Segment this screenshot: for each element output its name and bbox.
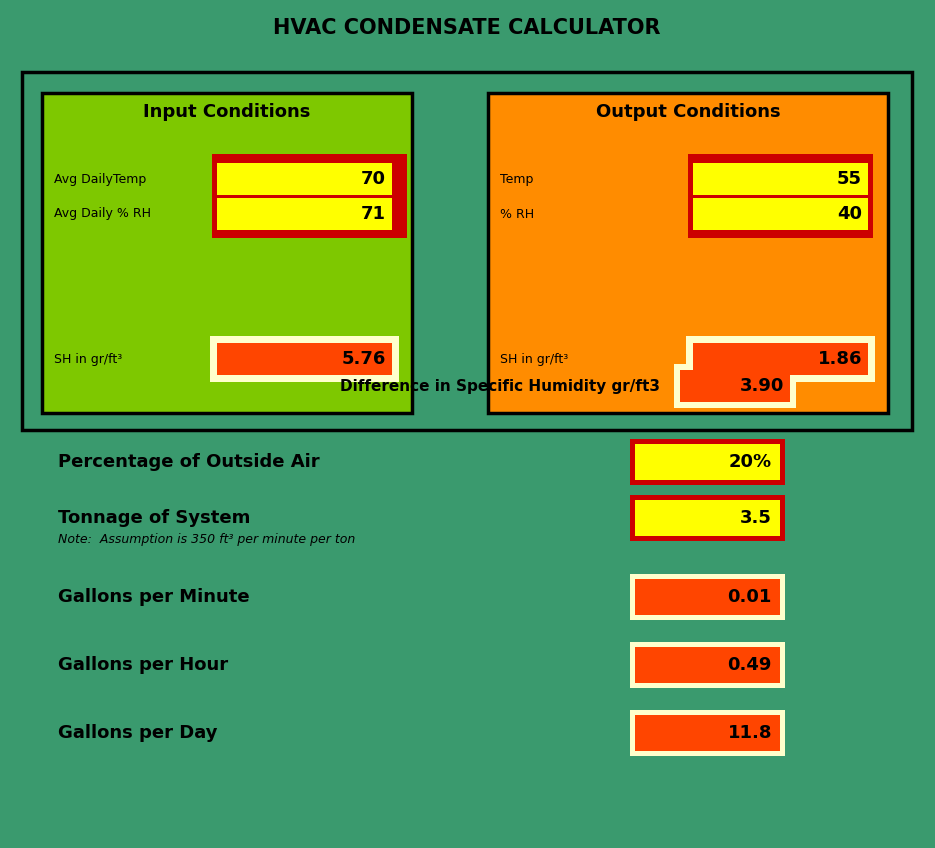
Text: 3.90: 3.90 (740, 377, 784, 395)
Text: Note:  Assumption is 350 ft³ per minute per ton: Note: Assumption is 350 ft³ per minute p… (58, 533, 355, 546)
Text: Avg Daily % RH: Avg Daily % RH (54, 208, 151, 220)
Bar (217, 163, 392, 195)
Bar (693, 343, 868, 375)
Text: % RH: % RH (500, 208, 534, 220)
Text: HVAC CONDENSATE CALCULATOR: HVAC CONDENSATE CALCULATOR (273, 18, 661, 38)
Bar (630, 439, 785, 485)
Text: 55: 55 (837, 170, 862, 188)
Bar (635, 647, 780, 683)
Text: Percentage of Outside Air: Percentage of Outside Air (58, 453, 320, 471)
Bar (635, 500, 780, 536)
Text: 20%: 20% (729, 453, 772, 471)
Bar (674, 364, 796, 408)
Bar (630, 642, 785, 688)
Bar (22, 72, 912, 430)
Text: Input Conditions: Input Conditions (143, 103, 310, 121)
Text: 5.76: 5.76 (341, 350, 386, 368)
Bar (630, 495, 785, 541)
Bar (217, 198, 392, 230)
Text: 1.86: 1.86 (817, 350, 862, 368)
Bar (630, 710, 785, 756)
Bar (217, 343, 392, 375)
Text: 40: 40 (837, 205, 862, 223)
Text: Temp: Temp (500, 172, 533, 186)
Bar (693, 198, 868, 230)
Text: 0.01: 0.01 (727, 588, 772, 606)
Text: Gallons per Minute: Gallons per Minute (58, 588, 250, 606)
Bar (488, 93, 888, 413)
Bar (42, 93, 412, 413)
Text: SH in gr/ft³: SH in gr/ft³ (500, 353, 568, 365)
Text: Gallons per Day: Gallons per Day (58, 724, 218, 742)
Text: Gallons per Hour: Gallons per Hour (58, 656, 228, 674)
Text: Difference in Specific Humidity gr/ft3: Difference in Specific Humidity gr/ft3 (340, 378, 660, 393)
Bar (210, 336, 399, 382)
Text: 11.8: 11.8 (727, 724, 772, 742)
Text: SH in gr/ft³: SH in gr/ft³ (54, 353, 122, 365)
Bar (688, 154, 873, 238)
Text: 3.5: 3.5 (741, 509, 772, 527)
Bar (635, 444, 780, 480)
Bar (686, 336, 875, 382)
Text: Output Conditions: Output Conditions (596, 103, 781, 121)
Bar (635, 579, 780, 615)
Bar (635, 715, 780, 751)
Bar (630, 574, 785, 620)
Text: 71: 71 (361, 205, 386, 223)
Text: Avg DailyTemp: Avg DailyTemp (54, 172, 146, 186)
Text: 0.49: 0.49 (727, 656, 772, 674)
Bar (693, 163, 868, 195)
Text: Tonnage of System: Tonnage of System (58, 509, 251, 527)
Text: 70: 70 (361, 170, 386, 188)
Bar (680, 370, 790, 402)
Bar (212, 154, 407, 238)
